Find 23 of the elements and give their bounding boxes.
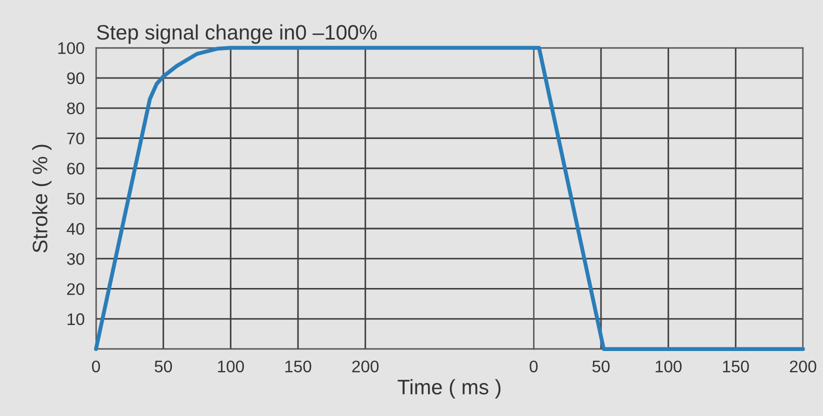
chart-title: Step signal change in0 –100% bbox=[96, 24, 377, 44]
x-tick-label: 200 bbox=[352, 360, 379, 372]
y-tick-label: 10 bbox=[68, 313, 84, 326]
x-tick-label: 150 bbox=[723, 360, 749, 372]
y-tick-label: 30 bbox=[66, 253, 84, 265]
x-tick-label: 0 bbox=[92, 360, 100, 372]
y-tick-label: 70 bbox=[67, 132, 84, 144]
x-tick-label: 150 bbox=[285, 360, 312, 372]
x-tick-label: 50 bbox=[154, 360, 172, 372]
x-axis-title: Time ( ms ) bbox=[398, 379, 500, 399]
y-tick-label: 60 bbox=[67, 162, 84, 175]
y-tick-label: 80 bbox=[67, 102, 84, 114]
y-tick-label: 100 bbox=[58, 42, 84, 54]
y-tick-label: 90 bbox=[67, 72, 84, 84]
x-tick-label: 100 bbox=[656, 360, 682, 372]
y-axis-title: Stroke ( % ) bbox=[32, 144, 52, 252]
x-tick-label: 50 bbox=[592, 360, 610, 372]
x-tick-label: 200 bbox=[790, 360, 816, 372]
y-tick-label: 20 bbox=[67, 283, 84, 295]
y-tick-label: 40 bbox=[66, 222, 84, 235]
x-tick-label: 0 bbox=[530, 360, 538, 372]
x-tick-label: 100 bbox=[218, 360, 244, 372]
y-tick-label: 50 bbox=[67, 192, 84, 205]
